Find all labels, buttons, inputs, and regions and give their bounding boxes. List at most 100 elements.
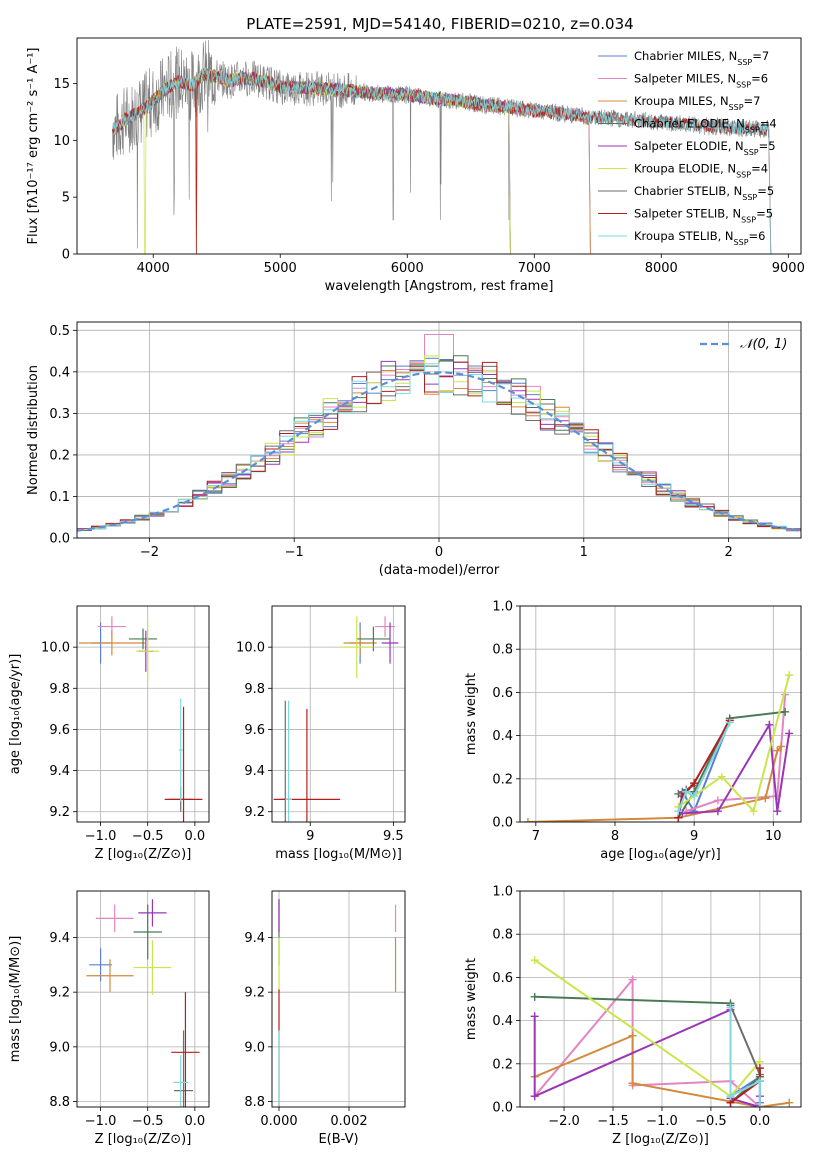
weight-marker bbox=[785, 729, 794, 738]
axes-frame bbox=[76, 890, 210, 1108]
x-tick-label: 8000 bbox=[645, 261, 678, 276]
weight-marker bbox=[725, 718, 734, 727]
x-axis-label: age [log₁₀(age/yr)] bbox=[600, 847, 721, 862]
data-point bbox=[133, 940, 172, 995]
y-tick-label: 9.0 bbox=[244, 1040, 265, 1055]
legend-count: =5 bbox=[756, 207, 773, 221]
data-point bbox=[173, 1055, 189, 1107]
data-point bbox=[285, 700, 292, 822]
weight-marker bbox=[755, 1064, 764, 1073]
gaussian-curve bbox=[77, 371, 801, 532]
plot-area bbox=[77, 334, 801, 532]
x-tick-label: 0.0 bbox=[185, 829, 206, 844]
legend-count: =6 bbox=[751, 72, 768, 86]
x-tick-label: 9000 bbox=[772, 261, 805, 276]
y-tick-label: 0.0 bbox=[492, 1101, 513, 1116]
x-tick-label: −1.0 bbox=[85, 1114, 117, 1129]
weight-marker bbox=[765, 720, 774, 729]
y-tick-label: 0.2 bbox=[492, 772, 513, 787]
x-tick-label: 7 bbox=[532, 829, 540, 844]
age-vs-metallicity-panel: −1.0 −0.5 0.0 9.2 9.4 9.6 9.8 10.0 Z [log₁₀(Z/Z⊙… bbox=[8, 605, 210, 862]
x-tick-label: 7000 bbox=[518, 261, 551, 276]
weight-marker bbox=[755, 1103, 764, 1107]
data-point bbox=[273, 708, 341, 822]
y-tick-label: 10 bbox=[53, 134, 70, 149]
plot-area bbox=[278, 899, 397, 1107]
y-tick-label: 9.8 bbox=[49, 682, 70, 697]
legend-subscript: SSP bbox=[744, 148, 759, 157]
weight-marker bbox=[674, 807, 683, 816]
mass-vs-metallicity-panel: −1.0 −0.5 0.0 8.8 9.0 9.2 9.4 Z [log₁₀(Z/Z⊙)] ma… bbox=[8, 890, 210, 1147]
data-point bbox=[381, 622, 399, 664]
y-tick-label: 9.2 bbox=[49, 986, 70, 1001]
weight-marker bbox=[530, 1092, 539, 1101]
model-fit-line bbox=[112, 66, 772, 254]
y-tick-label: 0.4 bbox=[492, 729, 513, 744]
x-tick-label: −1 bbox=[285, 545, 304, 560]
weight-marker bbox=[628, 975, 637, 984]
weight-marker bbox=[628, 1079, 637, 1088]
spectrum-panel: 4000 5000 6000 7000 8000 9000 0 5 10 15 wavelength… bbox=[26, 37, 805, 294]
x-tick-label: 9 bbox=[306, 829, 314, 844]
legend-count: =7 bbox=[752, 49, 769, 63]
weight-marker bbox=[530, 956, 539, 965]
axes-frame bbox=[271, 890, 406, 1108]
y-tick-label: 9.6 bbox=[49, 723, 70, 738]
y-axis-label: mass [log₁₀(M/M⊙)] bbox=[8, 936, 23, 1063]
legend-entry: 𝒩(0, 1) bbox=[740, 337, 787, 352]
y-tick-label: 9.6 bbox=[244, 723, 265, 738]
x-tick-label: 0.0 bbox=[185, 1114, 206, 1129]
data-point bbox=[138, 899, 167, 927]
weight-marker bbox=[785, 1098, 794, 1107]
weight-vs-age-panel: 7 8 9 10 0.0 0.2 0.4 0.6 0.8 1.0 age [log₁₀(age/yr… bbox=[464, 600, 802, 862]
axes-frame bbox=[519, 890, 802, 1108]
x-tick-label: 5000 bbox=[264, 261, 297, 276]
y-tick-label: 8.8 bbox=[244, 1095, 265, 1110]
axes-frame bbox=[76, 37, 802, 255]
x-tick-label: −2.0 bbox=[548, 1114, 580, 1129]
weight-line bbox=[677, 674, 791, 814]
weight-marker bbox=[713, 796, 722, 805]
data-point bbox=[133, 904, 162, 960]
y-tick-label: 0 bbox=[62, 248, 70, 263]
y-tick-label: 0.2 bbox=[492, 1057, 513, 1072]
legend-entry: Chabrier STELIB, NSSP=5 bbox=[634, 184, 774, 202]
weight-marker bbox=[713, 807, 722, 816]
legend-entry: Kroupa ELODIE, NSSP=4 bbox=[634, 162, 768, 180]
data-point bbox=[171, 992, 200, 1107]
x-axis-label: wavelength [Angstrom, rest frame] bbox=[325, 279, 554, 294]
x-tick-label: 0.0 bbox=[750, 1114, 771, 1129]
axes-frame bbox=[519, 605, 802, 823]
x-tick-label: 6000 bbox=[391, 261, 424, 276]
x-tick-label: −0.5 bbox=[695, 1114, 727, 1129]
axes-frame bbox=[271, 605, 406, 823]
data-point bbox=[375, 616, 396, 637]
data-point bbox=[136, 620, 160, 683]
legend-entry: Salpeter STELIB, NSSP=5 bbox=[634, 207, 773, 225]
x-tick-label: 0.002 bbox=[330, 1114, 367, 1129]
y-tick-label: 9.4 bbox=[244, 931, 265, 946]
weight-line bbox=[677, 710, 786, 819]
weight-line bbox=[677, 722, 731, 812]
x-tick-label: 4000 bbox=[137, 261, 170, 276]
y-tick-label: 0.3 bbox=[49, 407, 70, 422]
weight-marker bbox=[682, 787, 691, 796]
y-tick-label: 0.4 bbox=[49, 365, 70, 380]
data-point bbox=[174, 1030, 193, 1107]
figure-title: PLATE=2591, MJD=54140, FIBERID=0210, z=0… bbox=[246, 15, 633, 33]
x-axis-label: Z [log₁₀(Z/Z⊙)] bbox=[95, 847, 192, 862]
weight-marker bbox=[690, 779, 699, 788]
data-point bbox=[178, 698, 183, 802]
y-tick-label: 9.2 bbox=[49, 805, 70, 820]
weight-marker bbox=[785, 671, 794, 680]
legend-subscript: SSP bbox=[736, 170, 751, 179]
residual-histogram bbox=[77, 363, 801, 531]
y-tick-label: 10.0 bbox=[236, 641, 265, 656]
legend-entry: Chabrier ELODIE, NSSP=4 bbox=[634, 117, 777, 135]
y-tick-label: 0.4 bbox=[492, 1014, 513, 1029]
data-point bbox=[128, 628, 158, 650]
x-axis-label: mass [log₁₀(M/M⊙)] bbox=[275, 847, 402, 862]
y-tick-label: 0.6 bbox=[492, 686, 513, 701]
y-tick-label: 0.0 bbox=[49, 532, 70, 547]
y-axis-label: Normed distribution bbox=[26, 365, 41, 495]
